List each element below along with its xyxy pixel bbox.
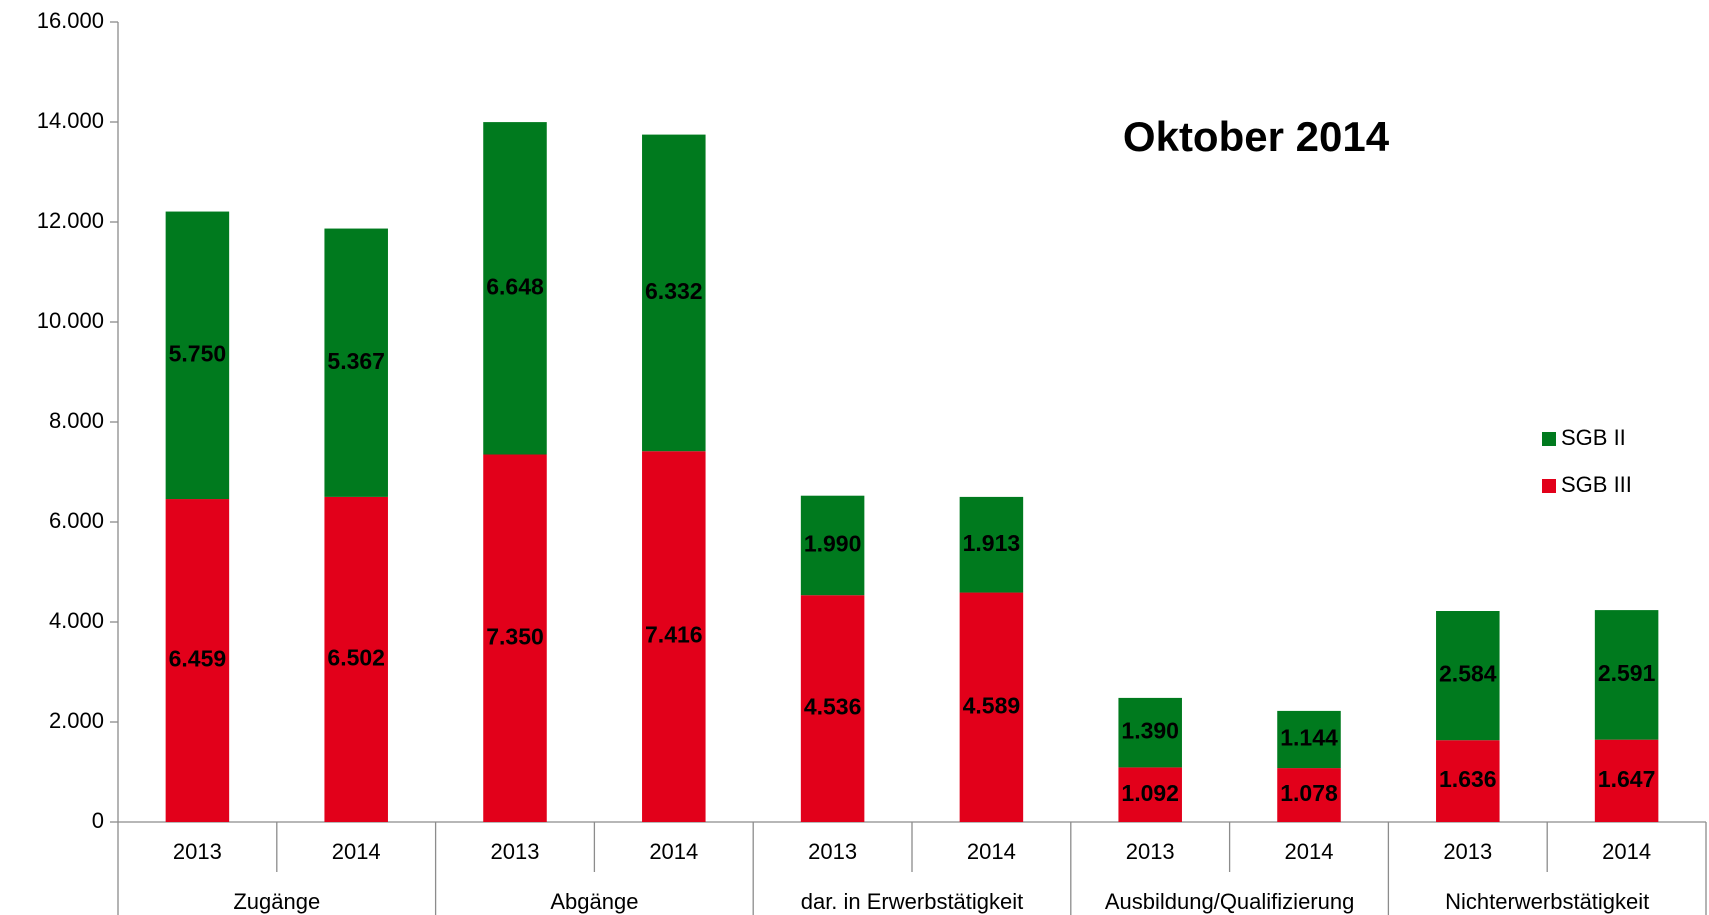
bar-segment	[165, 499, 230, 822]
data-label: 1.390	[1121, 718, 1179, 744]
group-label: dar. in Erwerbstätigkeit	[801, 889, 1024, 914]
data-label: 5.750	[169, 340, 227, 366]
bar-segment	[642, 134, 706, 452]
data-label: 4.536	[804, 694, 862, 720]
legend-label: SGB II	[1561, 425, 1626, 450]
bar-segment	[165, 211, 230, 500]
x-tick-label: 2013	[1126, 839, 1175, 864]
bar-segment	[324, 496, 388, 822]
bar-segment	[324, 228, 388, 497]
data-label: 2.591	[1598, 660, 1656, 686]
data-label: 1.636	[1439, 766, 1497, 792]
bar-segment	[1277, 768, 1341, 822]
bar-segment	[483, 454, 547, 822]
legend-swatch	[1542, 479, 1556, 493]
y-tick-label: 2.000	[49, 708, 104, 733]
bar-segment	[1118, 697, 1182, 768]
group-label: Abgänge	[550, 889, 638, 914]
y-tick-label: 16.000	[37, 8, 104, 33]
y-tick-label: 14.000	[37, 108, 104, 133]
y-tick-label: 10.000	[37, 308, 104, 333]
x-tick-label: 2014	[1285, 839, 1334, 864]
group-label: Nichterwerbstätigkeit	[1445, 889, 1649, 914]
data-label: 5.367	[327, 348, 385, 374]
group-label: Zugänge	[233, 889, 320, 914]
x-tick-label: 2014	[332, 839, 381, 864]
data-label: 7.416	[645, 622, 703, 648]
x-tick-label: 2013	[491, 839, 540, 864]
bar-segment	[1594, 610, 1659, 740]
data-label: 1.092	[1121, 780, 1179, 806]
bar-segment	[1436, 740, 1500, 822]
bar-segment	[959, 592, 1024, 822]
y-tick-label: 8.000	[49, 408, 104, 433]
y-tick-label: 12.000	[37, 208, 104, 233]
data-label: 1.990	[804, 531, 862, 557]
x-tick-label: 2014	[967, 839, 1016, 864]
bar-segment	[642, 451, 706, 822]
data-label: 4.589	[963, 692, 1021, 718]
y-tick-label: 4.000	[49, 608, 104, 633]
data-label: 2.584	[1439, 661, 1497, 687]
y-tick-label: 6.000	[49, 508, 104, 533]
x-tick-label: 2014	[649, 839, 698, 864]
bar-segment	[959, 496, 1024, 593]
bar-segment	[1436, 611, 1500, 741]
legend-label: SGB III	[1561, 472, 1632, 497]
legend-swatch	[1542, 432, 1556, 446]
data-label: 7.350	[486, 623, 544, 649]
group-label: Ausbildung/Qualifizierung	[1105, 889, 1355, 914]
data-label: 6.648	[486, 273, 544, 299]
data-label: 1.913	[963, 530, 1021, 556]
x-tick-label: 2014	[1602, 839, 1651, 864]
data-label: 6.459	[169, 646, 227, 672]
data-label: 6.502	[327, 645, 385, 671]
x-tick-label: 2013	[1443, 839, 1492, 864]
bar-segment	[800, 495, 865, 596]
data-label: 6.332	[645, 278, 703, 304]
bar-segment	[1594, 739, 1659, 822]
data-label: 1.078	[1280, 780, 1338, 806]
x-tick-label: 2013	[173, 839, 222, 864]
x-tick-label: 2013	[808, 839, 857, 864]
data-label: 1.647	[1598, 766, 1656, 792]
chart-title: Oktober 2014	[1123, 113, 1390, 160]
bar-segment	[483, 122, 547, 455]
y-tick-label: 0	[92, 808, 104, 833]
bar-segment	[800, 595, 865, 822]
bar-segment	[1277, 710, 1341, 769]
data-label: 1.144	[1280, 725, 1338, 751]
bar-segment	[1118, 767, 1182, 822]
